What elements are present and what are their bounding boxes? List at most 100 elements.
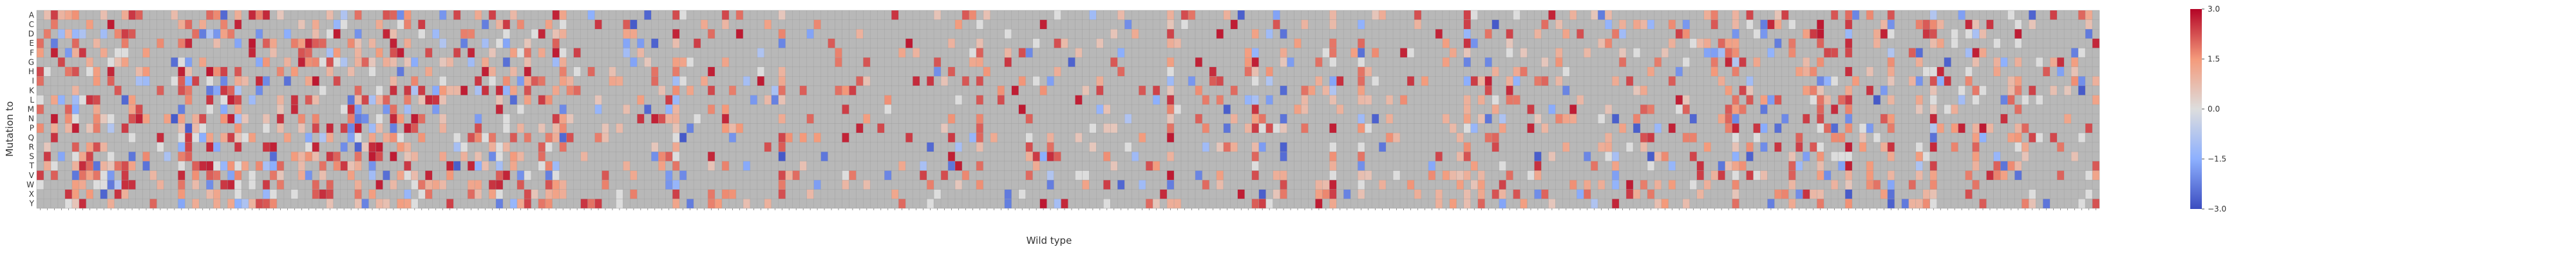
heatmap-cell (1146, 38, 1153, 48)
heatmap-cell (1577, 189, 1584, 199)
heatmap-cell (37, 48, 44, 58)
heatmap-cell (1244, 76, 1252, 86)
heatmap-cell (1011, 57, 1019, 67)
heatmap-cell (679, 161, 687, 171)
heatmap-cell (340, 142, 348, 152)
heatmap-cell (1703, 95, 1711, 105)
heatmap-cell (1202, 152, 1209, 161)
heatmap-cell (1400, 57, 1408, 67)
heatmap-cell (1301, 76, 1309, 86)
heatmap-cell (1484, 38, 1492, 48)
heatmap-cell (64, 48, 72, 58)
heatmap-cell (820, 161, 828, 171)
heatmap-cell (1393, 123, 1401, 134)
heatmap-cell (489, 199, 497, 209)
heatmap-cell (545, 76, 553, 86)
heatmap-cell (1682, 152, 1690, 161)
heatmap-cell (820, 19, 828, 30)
heatmap-cell (1541, 85, 1549, 95)
heatmap-cell (1237, 161, 1245, 171)
heatmap-cell (708, 66, 715, 77)
heatmap-cell (1110, 85, 1118, 95)
heatmap-cell (969, 38, 976, 48)
heatmap-cell (1195, 48, 1202, 58)
heatmap-cell (171, 85, 178, 95)
heatmap-cell (771, 133, 779, 143)
heatmap-cell (1096, 161, 1104, 171)
heatmap-cell (1379, 161, 1387, 171)
heatmap-cell (121, 85, 129, 95)
heatmap-cell (432, 48, 440, 58)
heatmap-cell (997, 123, 1005, 134)
heatmap-cell (361, 66, 369, 77)
heatmap-cell (835, 19, 842, 30)
heatmap-cell (1322, 189, 1330, 199)
heatmap-cell (531, 85, 538, 95)
heatmap-cell (842, 152, 849, 161)
heatmap-cell (149, 29, 157, 39)
heatmap-cell (206, 114, 214, 124)
heatmap-cell (813, 161, 821, 171)
heatmap-cell (835, 48, 842, 58)
heatmap-cell (425, 161, 433, 171)
heatmap-cell (242, 161, 249, 171)
heatmap-cell (849, 142, 857, 152)
heatmap-cell (658, 10, 666, 20)
heatmap-cell (1046, 85, 1054, 95)
heatmap-cell (213, 161, 221, 171)
heatmap-cell (390, 114, 397, 124)
heatmap-cell (1605, 123, 1613, 134)
heatmap-cell (842, 10, 849, 20)
heatmap-cell (79, 114, 86, 124)
heatmap-cell (609, 123, 616, 134)
heatmap-cell (1139, 133, 1146, 143)
heatmap-cell (1061, 19, 1068, 30)
heatmap-cell (390, 170, 397, 181)
heatmap-cell (1096, 152, 1104, 161)
heatmap-cell (425, 29, 433, 39)
heatmap-cell (1640, 189, 1648, 199)
heatmap-cell (502, 161, 510, 171)
heatmap-cell (856, 133, 864, 143)
heatmap-cell (1054, 199, 1061, 209)
heatmap-cell (630, 57, 638, 67)
heatmap-cell (609, 19, 616, 30)
heatmap-cell (1287, 114, 1294, 124)
heatmap-cell (806, 48, 814, 58)
heatmap-cell (842, 180, 849, 190)
heatmap-cell (142, 57, 150, 67)
heatmap-cell (1569, 38, 1577, 48)
heatmap-cell (715, 66, 723, 77)
heatmap-cell (1506, 114, 1513, 124)
heatmap-cell (778, 85, 786, 95)
heatmap-cell (594, 38, 602, 48)
heatmap-cell (269, 142, 277, 152)
heatmap-cell (764, 85, 772, 95)
heatmap-cell (249, 76, 256, 86)
heatmap-cell (1506, 189, 1513, 199)
heatmap-cell (623, 29, 630, 39)
heatmap-cell (750, 104, 757, 114)
heatmap-cell (509, 38, 517, 48)
heatmap-cell (1682, 19, 1690, 30)
heatmap-cell (580, 180, 588, 190)
heatmap-cell (934, 76, 942, 86)
heatmap-cell (71, 133, 79, 143)
heatmap-cell (1442, 133, 1450, 143)
heatmap-cell (1251, 19, 1259, 30)
heatmap-cell (1315, 95, 1323, 105)
heatmap-cell (1591, 161, 1598, 171)
heatmap-cell (446, 19, 454, 30)
heatmap-cell (1562, 133, 1570, 143)
heatmap-cell (347, 142, 355, 152)
heatmap-cell (905, 161, 913, 171)
heatmap-cell (1513, 133, 1520, 143)
heatmap-cell (587, 19, 595, 30)
heatmap-cell (128, 95, 136, 105)
heatmap-cell (601, 180, 609, 190)
heatmap-cell (849, 180, 857, 190)
heatmap-cell (1668, 170, 1676, 181)
heatmap-cell (43, 189, 51, 199)
heatmap-cell (1032, 133, 1040, 143)
heatmap-cell (213, 189, 221, 199)
